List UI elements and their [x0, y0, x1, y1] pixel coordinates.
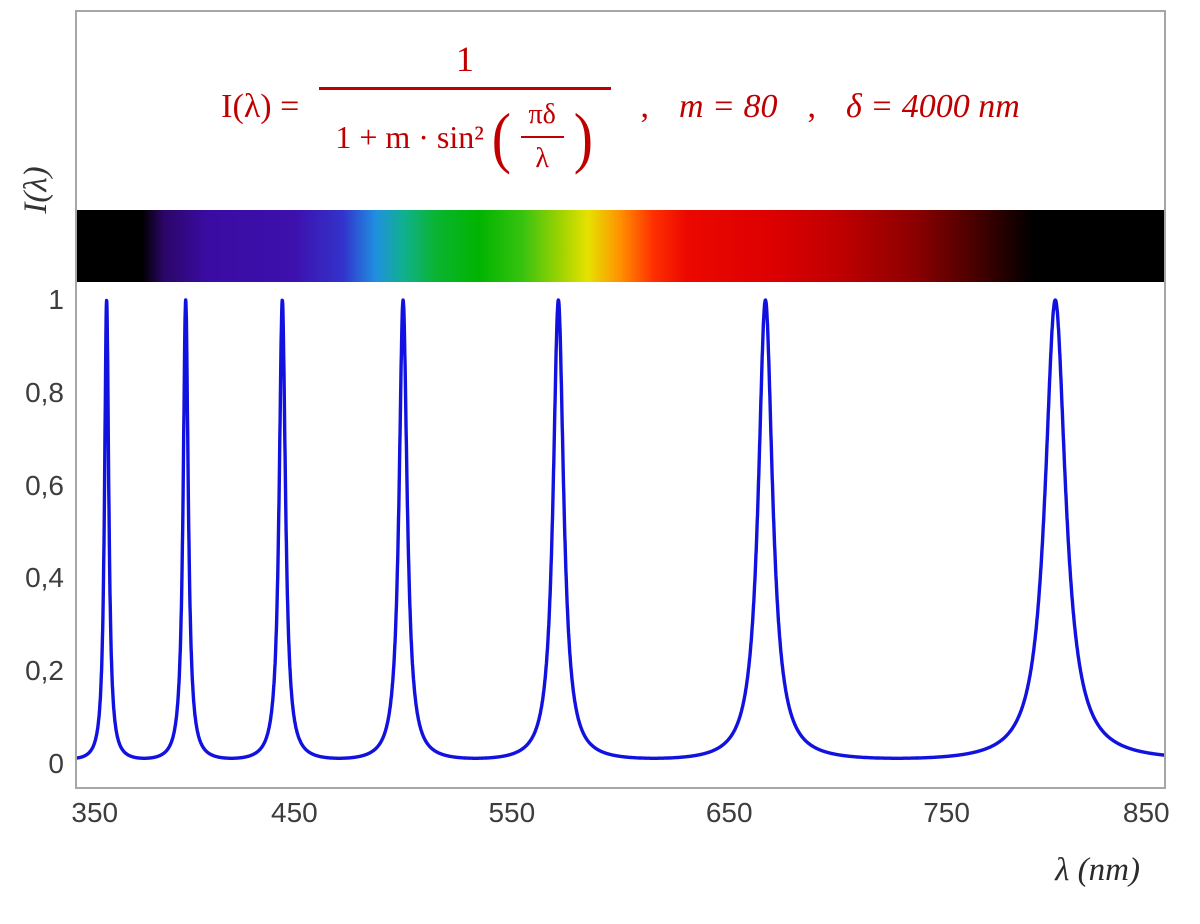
- inner-numerator: πδ: [528, 99, 556, 130]
- formula-param-delta: δ = 4000 nm: [846, 87, 1020, 125]
- y-axis-title: I(λ): [18, 166, 54, 214]
- x-axis-title: λ (nm): [1055, 852, 1140, 888]
- x-tick-label: 650: [705, 797, 753, 828]
- formula-lhs: I(λ) =: [221, 87, 300, 125]
- x-tick-label: 350: [71, 797, 119, 828]
- y-tick-label: 0: [48, 748, 64, 779]
- intensity-curve: [77, 298, 1164, 760]
- formula-denominator-text: 1 + m · sin²: [335, 118, 484, 155]
- inner-denominator: λ: [520, 136, 564, 175]
- y-tick-label: 0,6: [25, 469, 64, 501]
- y-tick-label: 0,2: [25, 655, 64, 687]
- y-tick-label: 0,4: [25, 562, 64, 594]
- x-tick-label: 550: [488, 797, 536, 828]
- spectrum-bar: [77, 210, 1164, 282]
- y-tick-label: 1: [48, 284, 64, 315]
- formula-comma-2: ,: [807, 87, 817, 125]
- close-paren: ): [573, 99, 593, 175]
- formula-annotation: I(λ) = 1 1 + m · sin² ( πδ λ ) , m = 80 …: [77, 38, 1164, 175]
- x-tick-label: 450: [271, 797, 318, 828]
- formula-param-m: m = 80: [679, 87, 778, 125]
- open-paren: (: [491, 99, 511, 175]
- formula-denominator: 1 + m · sin² ( πδ λ ): [319, 87, 611, 175]
- x-tick-label: 850: [1122, 797, 1170, 828]
- formula-numerator: 1: [455, 39, 474, 79]
- formula-comma-1: ,: [640, 87, 650, 125]
- formula-main-fraction: 1 1 + m · sin² ( πδ λ ): [319, 38, 611, 175]
- figure-frame: I(λ) = 1 1 + m · sin² ( πδ λ ) , m = 80 …: [75, 10, 1166, 789]
- x-tick-label: 750: [923, 797, 970, 828]
- plot-svg: [77, 298, 1164, 760]
- formula-inner-fraction: πδ λ: [520, 99, 564, 175]
- y-tick-label: 0,8: [25, 376, 64, 408]
